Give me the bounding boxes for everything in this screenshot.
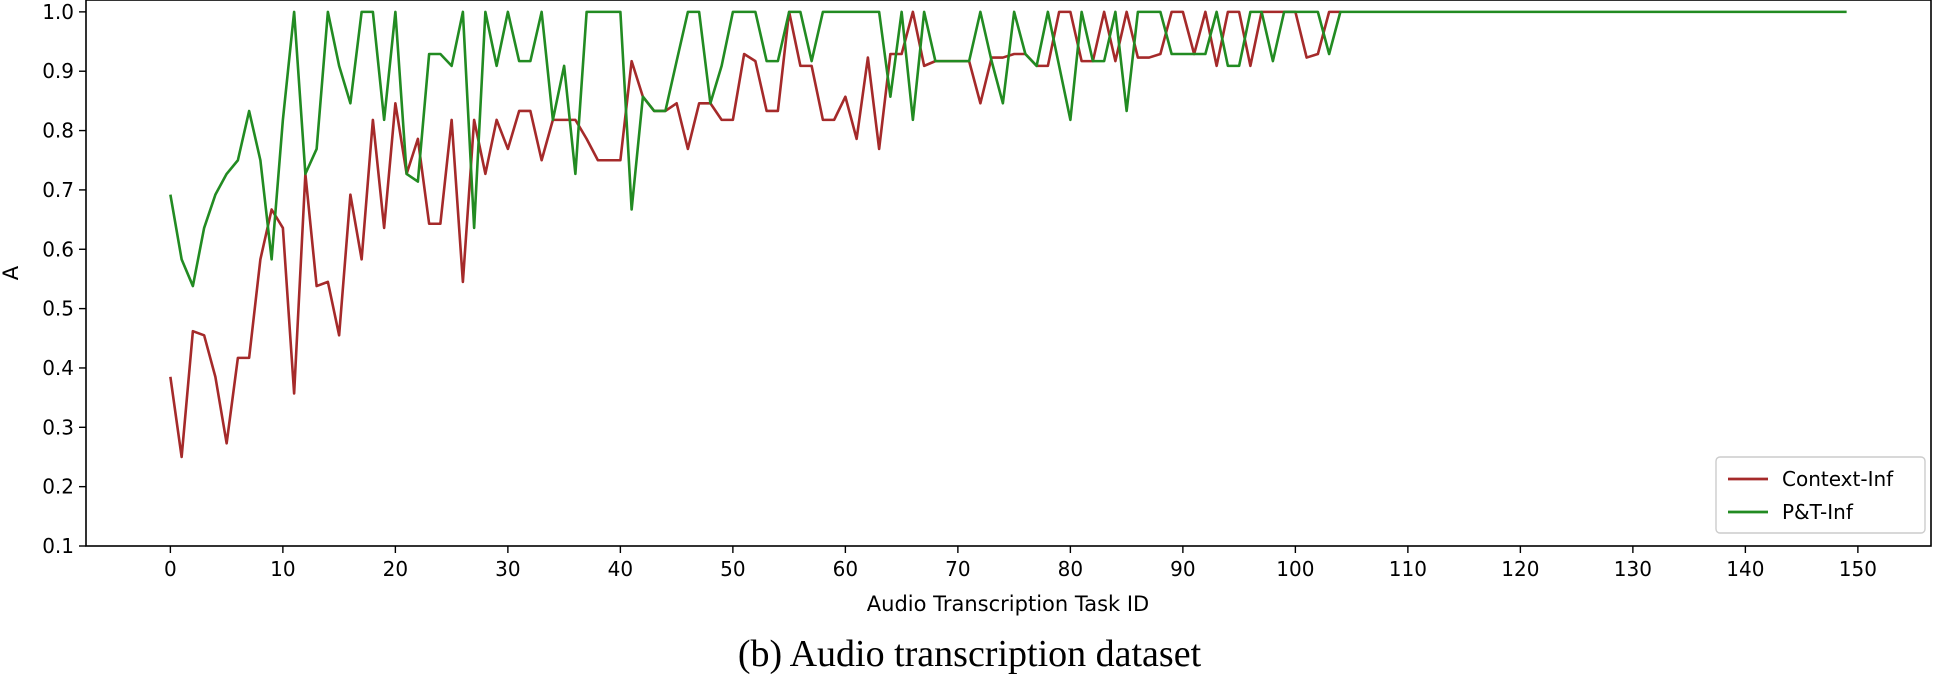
x-tick-label: 50	[720, 557, 745, 581]
x-tick-label: 30	[495, 557, 520, 581]
y-tick-label: 0.5	[42, 297, 74, 321]
legend: Context-Inf P&T-Inf	[1715, 456, 1926, 534]
x-tick-label: 90	[1170, 557, 1195, 581]
x-tick-label: 110	[1389, 557, 1427, 581]
x-tick-label: 130	[1614, 557, 1652, 581]
x-tick-label: 20	[383, 557, 408, 581]
series-line-context-inf	[169, 10, 1341, 459]
series-line-pt-inf	[169, 10, 1847, 288]
y-axis-title: A	[0, 265, 23, 280]
figure-caption: (b) Audio transcription dataset	[737, 633, 1202, 675]
y-tick-label: 0.1	[42, 534, 74, 558]
y-axis-ticks: 0.1 0.2 0.3 0.4 0.5 0.6 0.7 0.8 0.9 1.0	[42, 0, 86, 558]
x-axis-ticks: 0 10 20 30 40 50 60 70 80 90 100 110 120 130 140 150	[164, 546, 1877, 581]
plot-area	[86, 0, 1931, 546]
chart: 0 10 20 30 40 50 60 70 80 90 100 110 120 130 140 150 0.…	[0, 0, 1932, 616]
x-tick-label: 100	[1276, 557, 1314, 581]
y-tick-label: 0.9	[42, 59, 74, 83]
x-tick-label: 60	[833, 557, 858, 581]
y-tick-label: 0.8	[42, 119, 74, 143]
x-tick-label: 120	[1501, 557, 1539, 581]
plot-frame	[85, 0, 1932, 547]
legend-label: Context-Inf	[1782, 467, 1894, 491]
x-axis-title: Audio Transcription Task ID	[867, 592, 1149, 616]
legend-box	[1715, 456, 1926, 534]
y-tick-label: 0.7	[42, 178, 74, 202]
x-tick-label: 40	[608, 557, 633, 581]
y-tick-label: 1.0	[42, 0, 74, 24]
x-tick-label: 0	[164, 557, 177, 581]
legend-label: P&T-Inf	[1782, 500, 1854, 524]
x-tick-label: 10	[270, 557, 295, 581]
x-tick-label: 150	[1839, 557, 1877, 581]
x-tick-label: 80	[1058, 557, 1083, 581]
y-tick-label: 0.2	[42, 475, 74, 499]
x-tick-label: 140	[1726, 557, 1764, 581]
x-tick-label: 70	[945, 557, 970, 581]
y-tick-label: 0.3	[42, 415, 74, 439]
y-tick-label: 0.6	[42, 237, 74, 261]
series-lines	[169, 10, 1847, 459]
y-tick-label: 0.4	[42, 356, 74, 380]
